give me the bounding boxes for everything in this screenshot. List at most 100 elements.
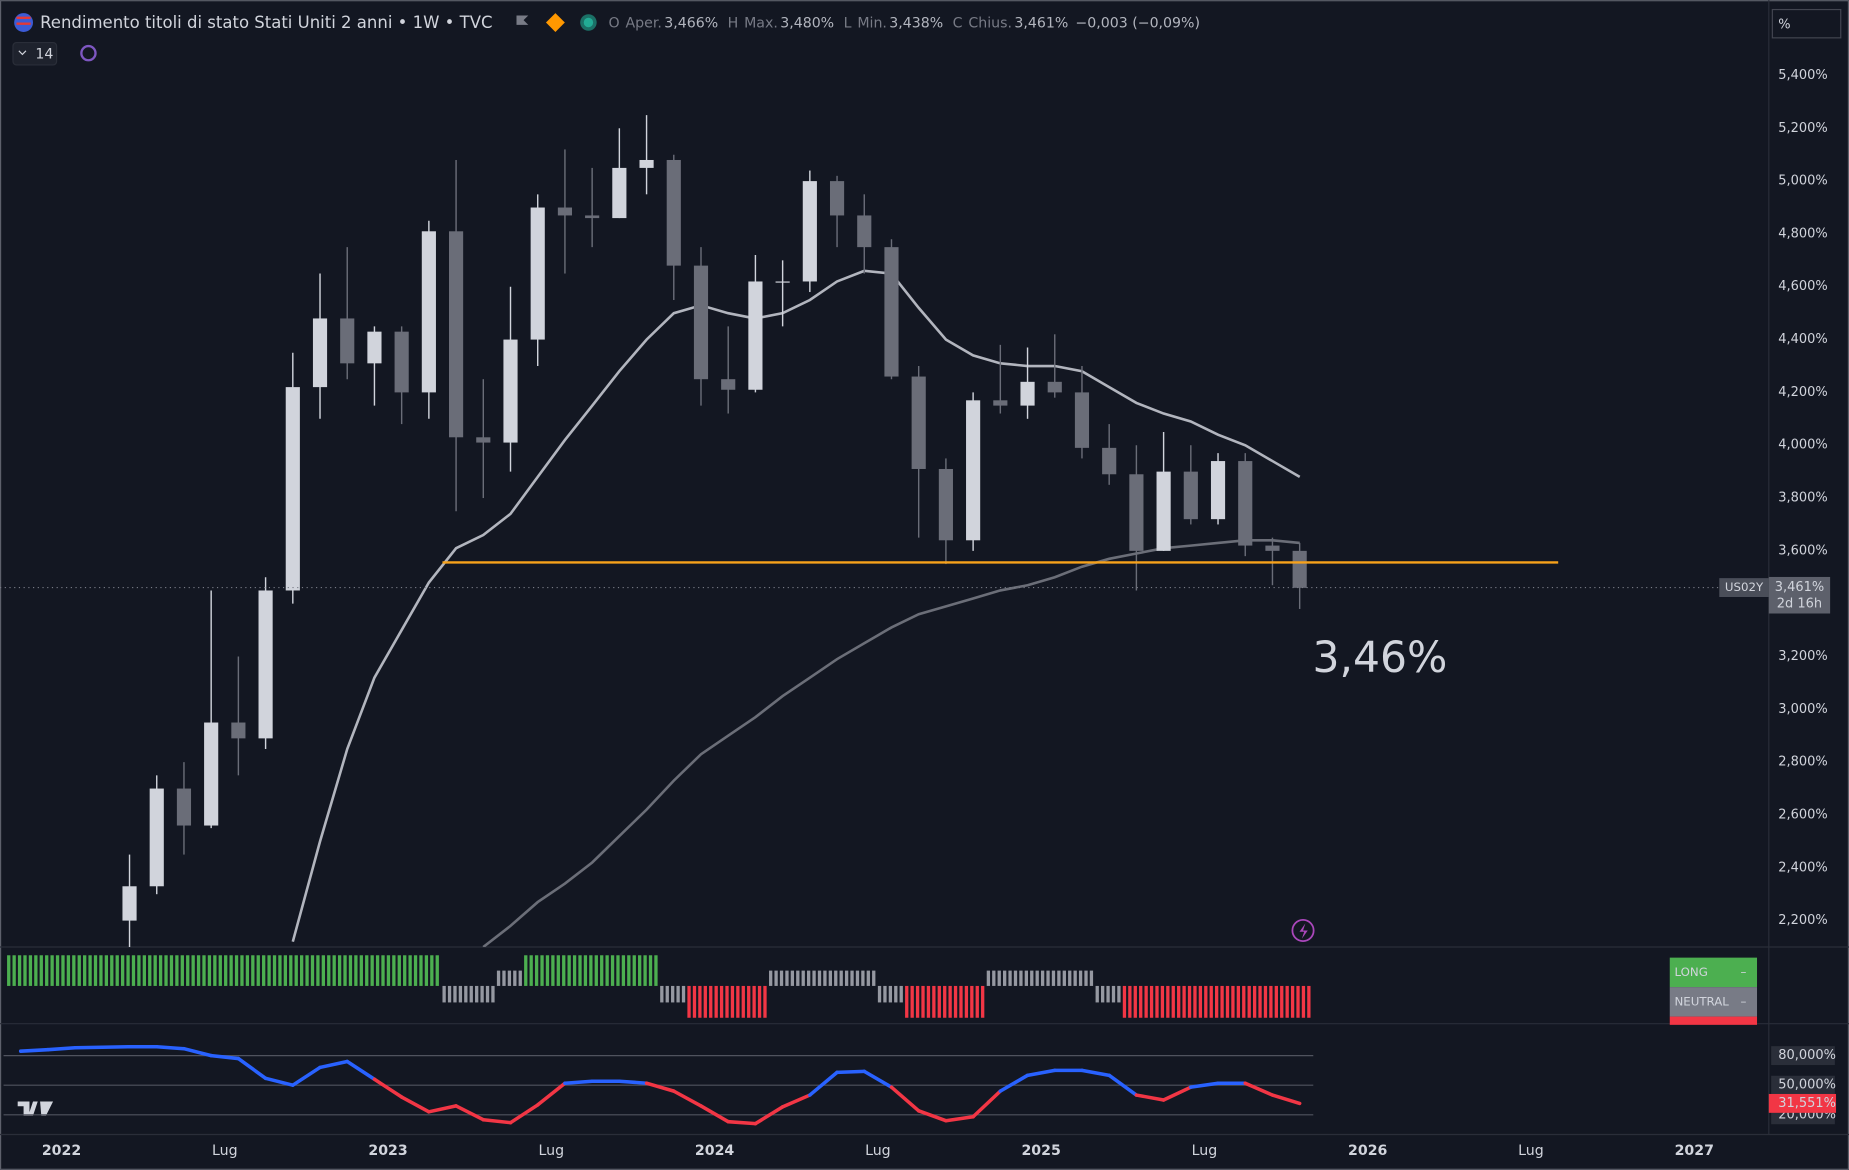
signal-stripe xyxy=(1307,985,1311,1018)
signal-stripe xyxy=(981,985,985,1018)
signal-stripe xyxy=(502,970,506,986)
candle-body xyxy=(1129,474,1144,551)
signal-stripe xyxy=(915,985,920,1018)
signal-stripe xyxy=(676,985,680,1003)
signal-stripe xyxy=(747,985,751,1018)
oscillator-line xyxy=(1161,1085,1193,1102)
ohlc-name: Aper. xyxy=(626,16,662,32)
ohlc-key: H xyxy=(728,16,739,32)
scale-mode-box[interactable] xyxy=(1771,8,1842,39)
signal-stripe xyxy=(348,955,353,986)
signal-stripe xyxy=(305,955,309,986)
signal-stripe xyxy=(866,970,870,986)
signal-stripe xyxy=(839,970,843,986)
signal-stripe xyxy=(375,955,380,986)
signal-stripe xyxy=(316,955,320,986)
y-tick-label: 50,000% xyxy=(1778,1078,1836,1093)
oscillator-line xyxy=(18,1047,50,1053)
signal-stripe xyxy=(218,955,222,986)
signal-stripe xyxy=(627,955,631,986)
signal-stripe xyxy=(1198,985,1203,1018)
ohlc-name: Min. xyxy=(857,16,887,32)
signal-stripe xyxy=(975,985,979,1018)
candle-body xyxy=(1074,392,1090,448)
signal-stripe xyxy=(1187,985,1192,1018)
signal-stripe xyxy=(725,985,729,1018)
signal-stripe xyxy=(435,955,439,986)
signal-stripe xyxy=(1078,970,1083,986)
signal-stripe xyxy=(1220,985,1224,1018)
signal-stripe xyxy=(774,970,778,986)
x-tick-label: 2023 xyxy=(368,1143,407,1159)
oscillator-line xyxy=(808,1070,839,1097)
signal-stripe xyxy=(681,985,686,1003)
signal-stripe xyxy=(28,955,33,986)
lightning-icon[interactable] xyxy=(1291,919,1315,943)
signal-stripe xyxy=(926,985,931,1018)
y-tick-label: 4,800% xyxy=(1778,226,1827,241)
signal-stripe xyxy=(272,955,277,986)
signal-stripe xyxy=(953,985,958,1018)
oscillator-line xyxy=(318,1059,350,1070)
signal-stripe xyxy=(229,955,233,986)
signal-stripe xyxy=(583,955,588,986)
x-tick-label: 2027 xyxy=(1675,1143,1714,1159)
price-pane xyxy=(122,115,1559,948)
oscillator-line xyxy=(182,1046,213,1058)
tradingview-logo[interactable] xyxy=(17,1101,54,1116)
x-tick-label: 2022 xyxy=(42,1143,81,1159)
indicators-toggle[interactable] xyxy=(12,41,58,66)
oscillator-line xyxy=(399,1095,431,1114)
signal-stripe xyxy=(1177,985,1181,1018)
signal-stripe xyxy=(507,970,512,986)
oscillator-line xyxy=(617,1079,649,1085)
x-tick-label: Lug xyxy=(212,1143,238,1159)
signal-stripe xyxy=(1111,985,1116,1003)
signal-stripe xyxy=(567,955,571,986)
candle-body xyxy=(394,331,409,393)
signal-stripe xyxy=(562,955,566,986)
signal-stripe xyxy=(1296,985,1300,1018)
signal-stripe xyxy=(970,985,974,1018)
signal-stripe xyxy=(1133,985,1137,1018)
oscillator-line xyxy=(263,1076,295,1087)
signal-stripe xyxy=(850,970,854,986)
y-tick-box xyxy=(1771,1075,1835,1095)
signal-stripe xyxy=(610,955,615,986)
candle-body xyxy=(340,318,355,364)
signal-stripe xyxy=(354,955,358,986)
signal-stripe xyxy=(442,985,446,1003)
candle-body xyxy=(938,468,953,541)
candle-body xyxy=(1156,471,1171,551)
candle-body xyxy=(911,376,926,469)
chart-title[interactable]: Rendimento titoli di stato Stati Uniti 2… xyxy=(40,13,492,32)
ohlc-key: C xyxy=(953,16,963,32)
signal-run xyxy=(986,970,1094,986)
signal-stripe xyxy=(844,970,849,986)
signal-stripe xyxy=(888,985,893,1003)
legend-label: NEUTRAL xyxy=(1674,994,1729,1008)
signal-stripe xyxy=(299,955,304,986)
oscillator-line xyxy=(154,1044,186,1051)
candle-body xyxy=(884,247,899,377)
signal-stripe xyxy=(224,955,228,986)
legend-label: LONG xyxy=(1674,965,1707,979)
signal-stripe xyxy=(905,985,909,1018)
oscillator-line xyxy=(1270,1093,1302,1106)
sync-icon[interactable] xyxy=(80,44,97,62)
signal-stripe xyxy=(806,970,811,986)
signal-stripe xyxy=(529,955,533,986)
signal-stripe xyxy=(1106,985,1110,1003)
signal-stripe xyxy=(910,985,914,1018)
signal-stripe xyxy=(779,970,784,986)
signal-stripe xyxy=(23,955,27,986)
oscillator-line xyxy=(1107,1073,1139,1097)
signal-stripe xyxy=(491,985,495,1003)
oscillator-line xyxy=(563,1079,594,1085)
signal-stripe xyxy=(45,955,49,986)
signal-stripe xyxy=(648,955,653,986)
signal-stripe xyxy=(1019,970,1023,986)
signal-stripe xyxy=(796,970,800,986)
flag-button[interactable] xyxy=(516,15,529,25)
y-tick-label: 4,200% xyxy=(1778,385,1827,400)
